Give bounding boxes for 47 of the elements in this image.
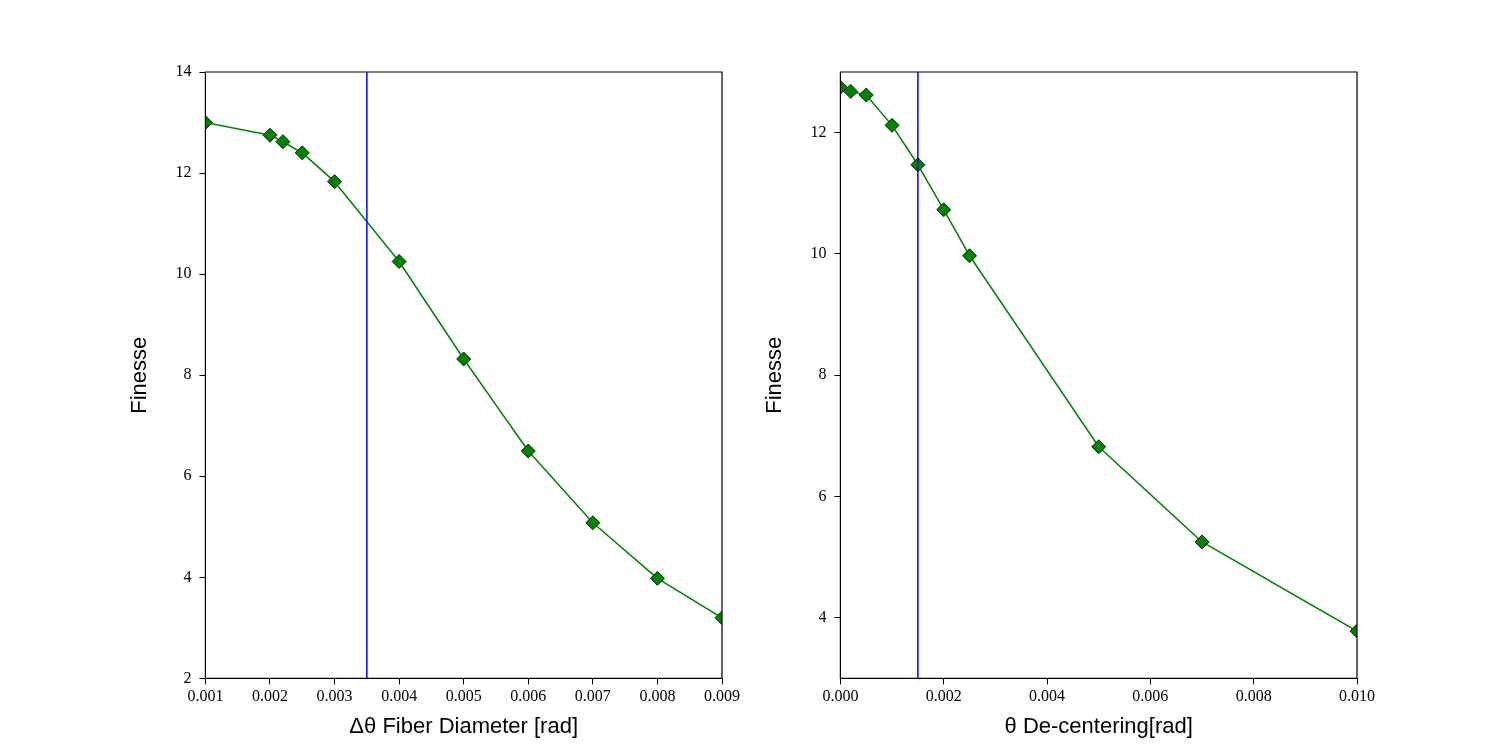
x-tick-label: 0.006 bbox=[510, 687, 547, 705]
point bbox=[327, 174, 343, 190]
x-tick-label: 0.004 bbox=[1029, 687, 1066, 705]
point bbox=[294, 145, 310, 161]
y-axis-title: Finesse bbox=[126, 336, 152, 414]
x-axis-title: θ De-centering[rad] bbox=[1004, 712, 1193, 738]
x-tick-label: 0.010 bbox=[1339, 687, 1375, 705]
x-tick-label: 0.006 bbox=[1132, 687, 1169, 705]
point bbox=[936, 202, 952, 218]
y-tick-label: 8 bbox=[183, 365, 192, 383]
x-tick-label: 0.004 bbox=[381, 687, 418, 705]
point bbox=[962, 248, 978, 264]
point bbox=[843, 83, 859, 99]
y-tick-label: 10 bbox=[175, 264, 192, 282]
point bbox=[391, 254, 407, 269]
y-tick-label: 8 bbox=[818, 365, 827, 383]
y-tick-label: 4 bbox=[818, 607, 827, 625]
x-tick-label: 0.001 bbox=[187, 687, 224, 705]
y-tick-label: 12 bbox=[810, 122, 827, 140]
y-tick-label: 10 bbox=[810, 244, 827, 262]
x-tick-label: 0.008 bbox=[1235, 687, 1272, 705]
x-tick-label: 0.002 bbox=[251, 687, 288, 705]
x-tick-label: 0.000 bbox=[822, 687, 859, 705]
y-tick-label: 4 bbox=[183, 567, 192, 585]
y-tick-label: 2 bbox=[183, 668, 192, 686]
point bbox=[1091, 439, 1107, 455]
x-tick-label: 0.002 bbox=[925, 687, 962, 705]
point bbox=[649, 570, 665, 586]
x-tick-label: 0.003 bbox=[316, 687, 353, 705]
point bbox=[585, 515, 601, 531]
y-axis-title: Finesse bbox=[761, 336, 787, 414]
y-tick-label: 14 bbox=[175, 62, 192, 80]
x-axis-title: Δθ Fiber Diameter [rad] bbox=[349, 712, 579, 738]
y-tick-label: 12 bbox=[175, 163, 192, 181]
x-tick-label: 0.008 bbox=[639, 687, 676, 705]
x-tick-label: 0.005 bbox=[445, 687, 482, 705]
point bbox=[275, 134, 291, 150]
point bbox=[858, 87, 874, 103]
point bbox=[456, 351, 472, 367]
point bbox=[884, 117, 900, 133]
y-tick-label: 6 bbox=[818, 486, 827, 504]
point bbox=[262, 127, 278, 143]
x-tick-label: 0.009 bbox=[704, 687, 740, 705]
y-tick-label: 6 bbox=[183, 466, 192, 484]
point bbox=[1194, 534, 1210, 550]
x-tick-label: 0.007 bbox=[574, 687, 611, 705]
point bbox=[520, 443, 536, 459]
